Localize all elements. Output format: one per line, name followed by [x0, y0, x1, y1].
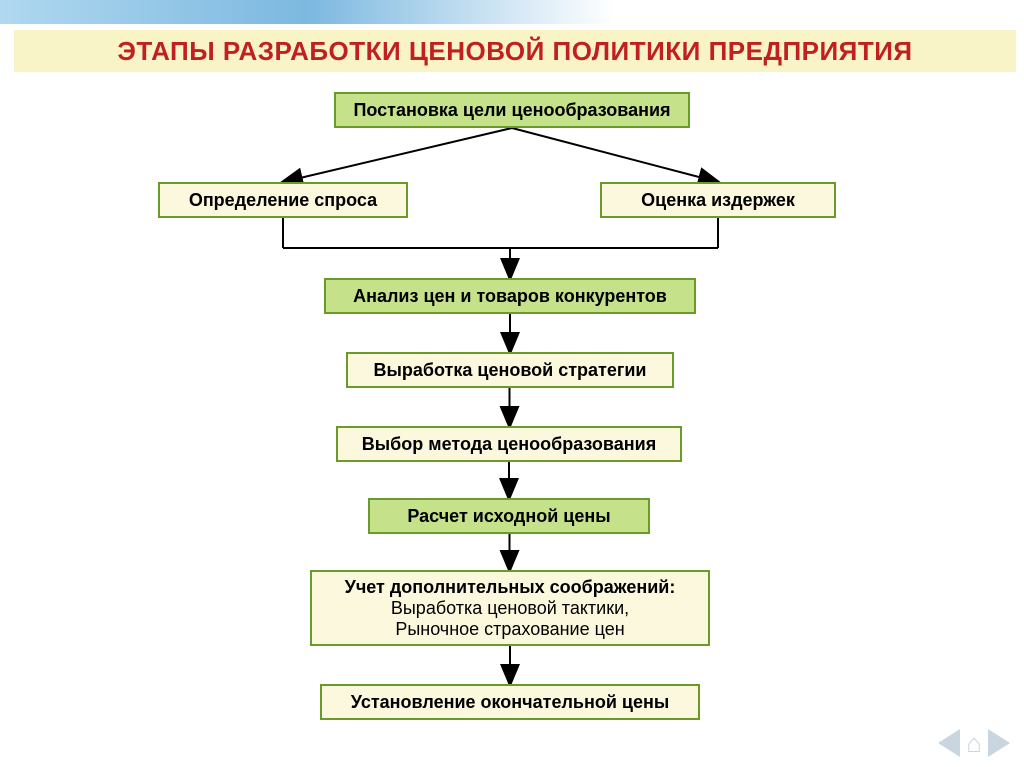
flow-node-n6: Выбор метода ценообразования — [336, 426, 682, 462]
flow-node-text: Анализ цен и товаров конкурентов — [353, 286, 667, 307]
flow-node-text: Оценка издержек — [641, 190, 795, 211]
nav-home-icon[interactable]: ⌂ — [966, 730, 982, 756]
flow-node-text: Выработка ценовой стратегии — [374, 360, 647, 381]
flow-node-n9: Установление окончательной цены — [320, 684, 700, 720]
flow-node-text: Постановка цели ценообразования — [353, 100, 670, 121]
nav-next-icon[interactable] — [988, 729, 1010, 757]
flow-node-text: Установление окончательной цены — [351, 692, 669, 713]
nav-icons: ⌂ — [938, 729, 1010, 757]
flow-node-text: Выработка ценовой тактики, — [391, 598, 629, 619]
flowchart-container: Постановка цели ценообразования Определен… — [0, 90, 1024, 727]
flow-node-n8: Учет дополнительных соображений:Выработк… — [310, 570, 710, 646]
top-gradient-band — [0, 0, 1024, 24]
flow-node-n1: Постановка цели ценообразования — [334, 92, 690, 128]
nav-prev-icon[interactable] — [938, 729, 960, 757]
flow-node-n7: Расчет исходной цены — [368, 498, 650, 534]
flow-node-n3: Оценка издержек — [600, 182, 836, 218]
flow-node-text: Рыночное страхование цен — [395, 619, 624, 640]
flow-node-text: Определение спроса — [189, 190, 377, 211]
title-band: ЭТАПЫ РАЗРАБОТКИ ЦЕНОВОЙ ПОЛИТИКИ ПРЕДПР… — [14, 30, 1016, 72]
flow-node-n4: Анализ цен и товаров конкурентов — [324, 278, 696, 314]
flow-node-text: Расчет исходной цены — [407, 506, 610, 527]
flow-node-n5: Выработка ценовой стратегии — [346, 352, 674, 388]
flow-node-text: Учет дополнительных соображений: — [345, 577, 676, 598]
flow-node-n2: Определение спроса — [158, 182, 408, 218]
page-title: ЭТАПЫ РАЗРАБОТКИ ЦЕНОВОЙ ПОЛИТИКИ ПРЕДПР… — [117, 36, 912, 67]
flow-node-text: Выбор метода ценообразования — [362, 434, 656, 455]
